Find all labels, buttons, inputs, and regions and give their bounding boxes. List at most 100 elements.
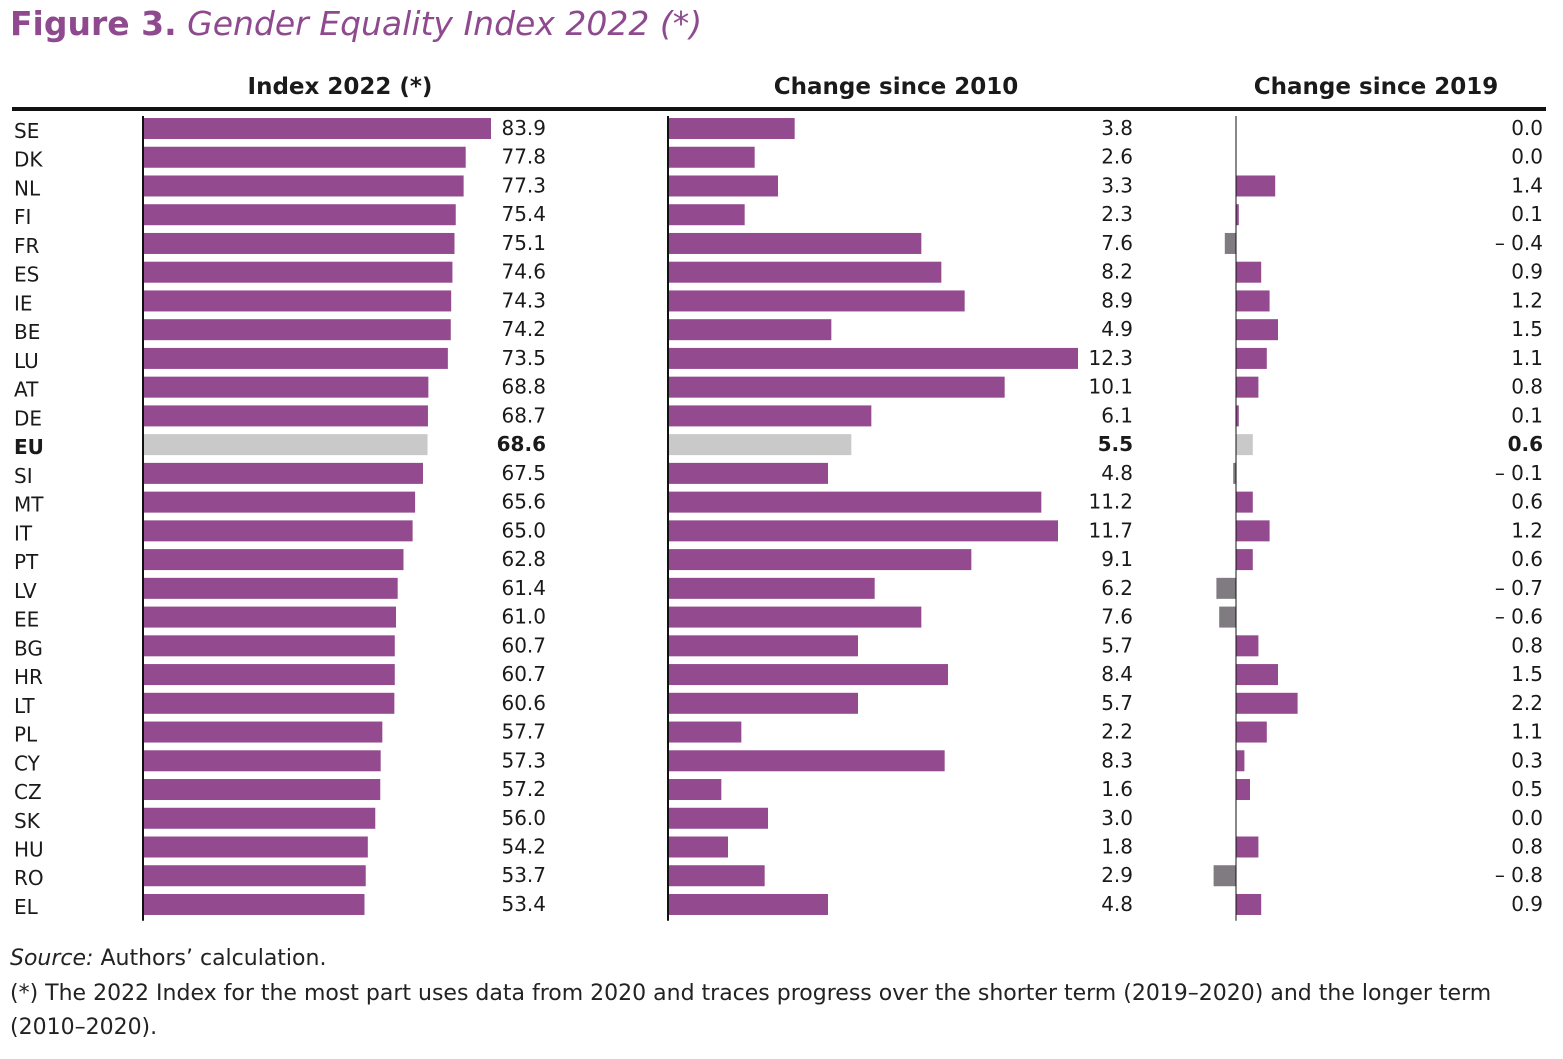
value-label-2-lt: 5.7: [1101, 691, 1133, 715]
bar-2-lv: [668, 577, 875, 599]
value-label-2-it: 11.7: [1088, 518, 1133, 542]
bar-1-hr: [143, 664, 395, 686]
value-label-2-lv: 6.2: [1101, 576, 1133, 600]
category-label-sk: SK: [14, 809, 41, 833]
category-label-be: BE: [14, 320, 40, 344]
value-label-1-sk: 56.0: [501, 806, 546, 830]
value-label-3-at: 0.8: [1511, 375, 1543, 399]
bar-3-be: [1236, 319, 1278, 341]
value-label-1-lv: 61.4: [501, 576, 546, 600]
bar-3-ie: [1236, 290, 1270, 312]
value-label-2-es: 8.2: [1101, 260, 1133, 284]
value-label-3-ee: – 0.6: [1495, 605, 1543, 629]
category-label-ro: RO: [14, 866, 44, 890]
value-label-1-it: 65.0: [501, 518, 546, 542]
value-label-1-cy: 57.3: [501, 748, 546, 772]
value-label-2-si: 4.8: [1101, 461, 1133, 485]
value-label-3-el: 0.9: [1511, 892, 1543, 916]
bar-2-it: [668, 520, 1058, 542]
bar-2-pt: [668, 549, 972, 571]
value-label-3-hr: 1.5: [1511, 662, 1543, 686]
value-label-2-pl: 2.2: [1101, 720, 1133, 744]
bar-2-sk: [668, 807, 768, 829]
bar-3-fi: [1236, 204, 1239, 226]
panel-header-index: Index 2022 (*): [247, 74, 433, 100]
bar-1-cy: [143, 750, 381, 772]
bar-3-eu: [1236, 434, 1253, 456]
value-label-2-lu: 12.3: [1088, 346, 1133, 370]
value-label-3-nl: 1.4: [1511, 173, 1543, 197]
footnote-line-1: (*) The 2022 Index for the most part use…: [10, 981, 1492, 1006]
category-label-lt: LT: [14, 694, 35, 718]
bar-2-de: [668, 405, 872, 427]
bar-1-cz: [143, 779, 381, 801]
value-label-1-lt: 60.6: [501, 691, 546, 715]
source-label: Source:: [10, 946, 94, 971]
bar-3-it: [1236, 520, 1270, 542]
category-label-es: ES: [14, 263, 39, 287]
bar-1-pl: [143, 721, 383, 743]
category-label-fr: FR: [14, 234, 40, 258]
bar-3-hu: [1236, 836, 1259, 858]
category-label-ee: EE: [14, 608, 39, 632]
category-label-dk: DK: [14, 148, 43, 172]
value-label-1-pt: 62.8: [501, 547, 546, 571]
value-label-1-ro: 53.7: [501, 863, 546, 887]
bar-1-nl: [143, 175, 464, 197]
bar-2-ee: [668, 606, 922, 628]
value-label-3-fi: 0.1: [1511, 202, 1543, 226]
bar-3-ee: [1219, 606, 1236, 628]
value-label-2-ie: 8.9: [1101, 288, 1133, 312]
bar-1-lu: [143, 347, 448, 369]
bar-1-dk: [143, 146, 466, 168]
bar-2-ro: [668, 865, 765, 887]
bar-2-be: [668, 319, 832, 341]
value-label-2-mt: 11.2: [1088, 490, 1133, 514]
value-label-3-es: 0.9: [1511, 260, 1543, 284]
value-label-1-hr: 60.7: [501, 662, 546, 686]
bar-2-hu: [668, 836, 728, 858]
value-label-2-dk: 2.6: [1101, 145, 1133, 169]
value-label-1-ee: 61.0: [501, 605, 546, 629]
figure-title-text: Gender Equality Index 2022 (*): [187, 4, 703, 43]
bar-1-lt: [143, 692, 395, 714]
value-label-1-fi: 75.4: [501, 202, 546, 226]
bar-3-pl: [1236, 721, 1267, 743]
bar-1-eu: [143, 434, 428, 456]
category-label-si: SI: [14, 464, 33, 488]
value-label-3-be: 1.5: [1511, 317, 1543, 341]
category-label-hu: HU: [14, 838, 44, 862]
bar-1-ro: [143, 865, 366, 887]
category-label-nl: NL: [14, 176, 41, 200]
bar-1-it: [143, 520, 413, 542]
bar-2-se: [668, 118, 795, 139]
bar-3-bg: [1236, 635, 1259, 657]
value-label-1-si: 67.5: [501, 461, 546, 485]
value-label-1-bg: 60.7: [501, 633, 546, 657]
bar-1-de: [143, 405, 428, 427]
category-label-hr: HR: [14, 665, 43, 689]
value-label-1-nl: 77.3: [501, 173, 546, 197]
bar-1-ee: [143, 606, 397, 628]
value-label-3-pl: 1.1: [1511, 720, 1543, 744]
value-label-1-lu: 73.5: [501, 346, 546, 370]
bar-1-lv: [143, 577, 398, 599]
value-label-2-fr: 7.6: [1101, 231, 1133, 255]
value-label-2-el: 4.8: [1101, 892, 1133, 916]
bar-1-ie: [143, 290, 452, 312]
category-label-cy: CY: [14, 751, 41, 775]
bar-1-mt: [143, 491, 416, 513]
bar-2-at: [668, 376, 1005, 398]
value-label-2-pt: 9.1: [1101, 547, 1133, 571]
value-label-3-dk: 0.0: [1511, 145, 1543, 169]
bar-2-eu: [668, 434, 852, 456]
value-label-3-cz: 0.5: [1511, 777, 1543, 801]
value-label-3-cy: 0.3: [1511, 748, 1543, 772]
bar-1-pt: [143, 549, 404, 571]
bar-1-es: [143, 261, 453, 283]
value-label-1-pl: 57.7: [501, 720, 546, 744]
bar-3-cy: [1236, 750, 1245, 772]
figure-title-lead: Figure 3.: [10, 4, 177, 43]
bar-1-be: [143, 319, 451, 341]
bar-1-bg: [143, 635, 395, 657]
